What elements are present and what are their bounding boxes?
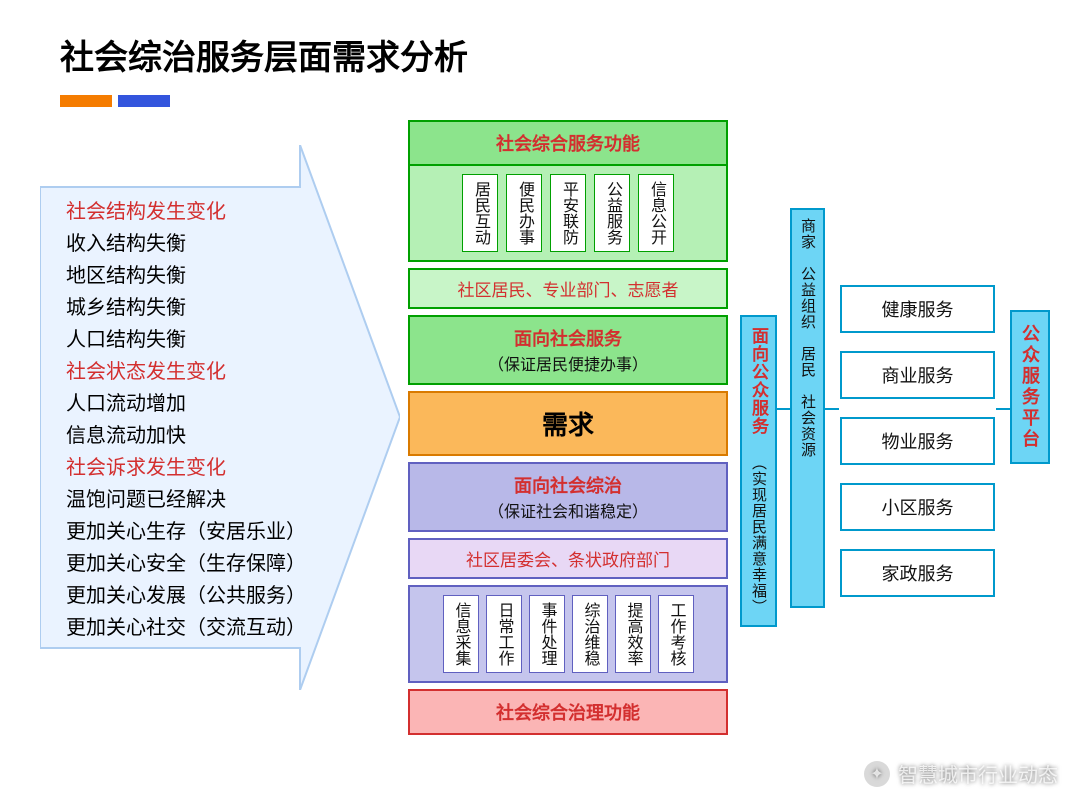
green-item: 平安联防 — [550, 174, 586, 252]
left-item: 温饱问题已经解决 — [66, 484, 368, 516]
service-item: 物业服务 — [840, 417, 995, 465]
service-item: 商业服务 — [840, 351, 995, 399]
governance-title: 面向社会综治 — [416, 472, 720, 498]
left-panel: 社会结构发生变化收入结构失衡地区结构失衡城乡结构失衡人口结构失衡社会状态发生变化… — [48, 188, 368, 644]
accent-bars — [60, 95, 170, 107]
service-item: 家政服务 — [840, 549, 995, 597]
service-title: 面向社会服务 — [416, 325, 720, 351]
purple-item: 综治维稳 — [572, 595, 608, 673]
left-item: 社会状态发生变化 — [66, 356, 368, 388]
green-func-items: 居民互动便民办事平安联防公益服务信息公开 — [408, 166, 728, 262]
platform-box: 公众服务平台 — [1010, 310, 1050, 464]
watermark: ✦ 智慧城市行业动态 — [864, 759, 1058, 788]
right-services-list: 健康服务商业服务物业服务小区服务家政服务 — [840, 285, 995, 597]
left-item: 更加关心安全（生存保障） — [66, 548, 368, 580]
wechat-icon: ✦ — [864, 761, 890, 787]
public-service-sub: （实现居民满意幸福） — [750, 455, 767, 615]
purple-item: 提高效率 — [615, 595, 651, 673]
left-item: 信息流动加快 — [66, 420, 368, 452]
governance-sub: （保证社会和谐稳定） — [416, 498, 720, 522]
public-service-box: 面向公众服务 （实现居民满意幸福） — [740, 315, 777, 627]
resources-box: 商家 公益组织 居民 社会资源 — [790, 208, 825, 608]
left-item: 更加关心发展（公共服务） — [66, 580, 368, 612]
left-item: 城乡结构失衡 — [66, 292, 368, 324]
service-item: 健康服务 — [840, 285, 995, 333]
green-item: 公益服务 — [594, 174, 630, 252]
demand-box: 需求 — [408, 391, 728, 456]
green-item: 信息公开 — [638, 174, 674, 252]
left-item: 社会诉求发生变化 — [66, 452, 368, 484]
page-title: 社会综治服务层面需求分析 — [60, 30, 468, 79]
top-function-title: 社会综合服务功能 — [408, 120, 728, 166]
green-item: 居民互动 — [462, 174, 498, 252]
service-box: 面向社会服务 （保证居民便捷办事） — [408, 315, 728, 385]
connector — [776, 408, 790, 410]
connector — [996, 408, 1010, 410]
accent-bar-orange — [60, 95, 112, 107]
purple-item: 事件处理 — [529, 595, 565, 673]
bottom-function-title: 社会综合治理功能 — [408, 689, 728, 735]
accent-bar-blue — [118, 95, 170, 107]
left-item: 更加关心生存（安居乐业） — [66, 516, 368, 548]
purple-item: 日常工作 — [486, 595, 522, 673]
left-item: 更加关心社交（交流互动） — [66, 612, 368, 644]
green-actors: 社区居民、专业部门、志愿者 — [408, 268, 728, 309]
public-service-title: 面向公众服务 — [749, 327, 768, 435]
connector — [823, 408, 839, 410]
purple-item: 信息采集 — [443, 595, 479, 673]
left-item: 社会结构发生变化 — [66, 196, 368, 228]
green-item: 便民办事 — [506, 174, 542, 252]
service-sub: （保证居民便捷办事） — [416, 351, 720, 375]
center-stack: 社会综合服务功能 居民互动便民办事平安联防公益服务信息公开 社区居民、专业部门、… — [408, 120, 728, 735]
purple-actors: 社区居委会、条状政府部门 — [408, 538, 728, 579]
left-item: 地区结构失衡 — [66, 260, 368, 292]
left-item: 收入结构失衡 — [66, 228, 368, 260]
purple-item: 工作考核 — [658, 595, 694, 673]
service-item: 小区服务 — [840, 483, 995, 531]
left-item: 人口流动增加 — [66, 388, 368, 420]
purple-func-items: 信息采集日常工作事件处理综治维稳提高效率工作考核 — [408, 585, 728, 683]
governance-box: 面向社会综治 （保证社会和谐稳定） — [408, 462, 728, 532]
left-item: 人口结构失衡 — [66, 324, 368, 356]
watermark-text: 智慧城市行业动态 — [898, 759, 1058, 788]
